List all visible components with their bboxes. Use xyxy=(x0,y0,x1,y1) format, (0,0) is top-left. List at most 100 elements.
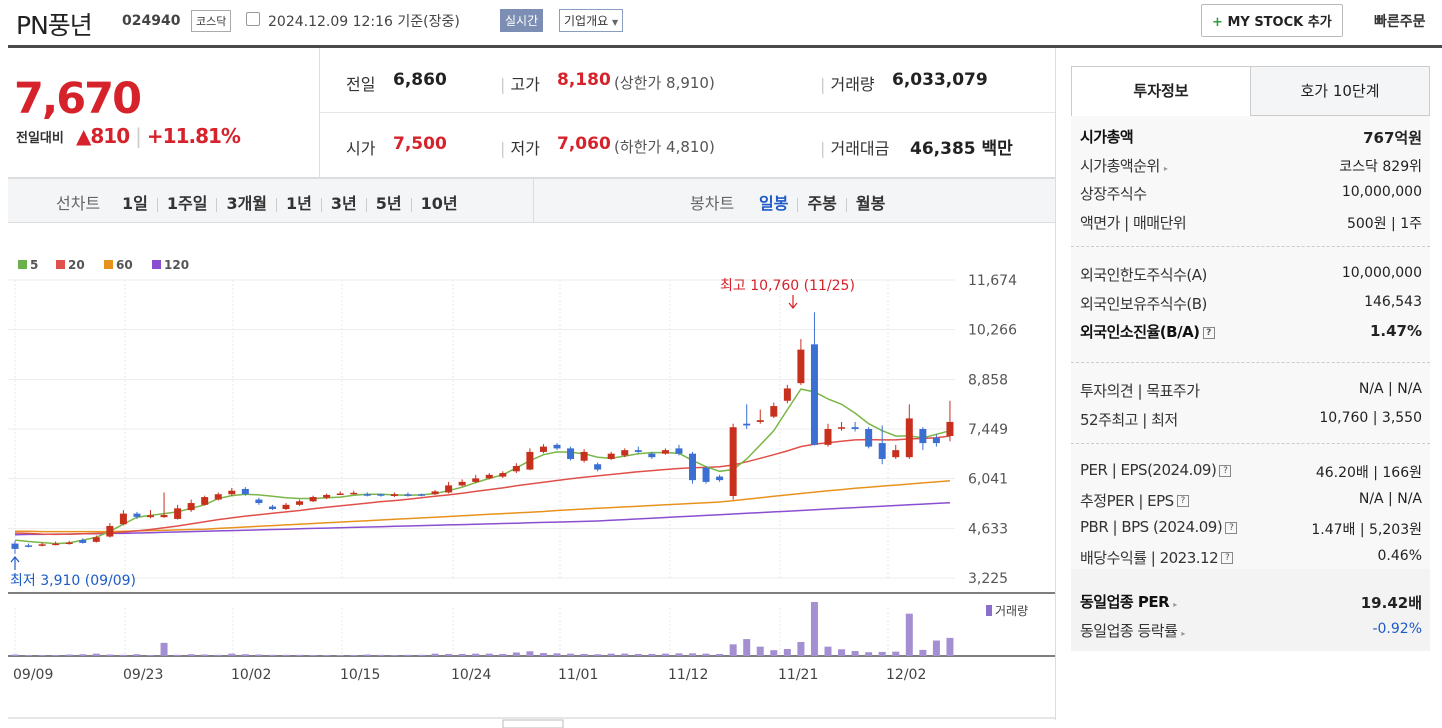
help-icon[interactable]: ? xyxy=(1221,552,1234,564)
volume-bar xyxy=(770,650,778,656)
help-icon[interactable]: ? xyxy=(1225,521,1238,534)
candle-tab[interactable]: 월봉 xyxy=(855,194,886,213)
x-tick-label: 11/21 xyxy=(778,667,818,683)
candle-body xyxy=(201,497,209,505)
high-value: 8,180 xyxy=(557,70,611,90)
chevron-right-icon[interactable]: ▸ xyxy=(1173,600,1177,609)
y-tick-label: 10,266 xyxy=(968,323,1017,339)
info-label: 외국인보유주식수(B) xyxy=(1080,294,1207,313)
add-mystock-button[interactable]: + MY STOCK 추가 xyxy=(1201,4,1343,37)
candle-body xyxy=(905,418,913,458)
volume-bar xyxy=(336,655,344,656)
volume-bar xyxy=(309,655,317,656)
info-label: 동일업종 PER ▸ xyxy=(1080,593,1177,611)
max-price-label: 최고 10,760 (11/25) xyxy=(720,278,855,294)
candle-body xyxy=(783,388,791,401)
volume-bar xyxy=(255,654,263,656)
candle-tab[interactable]: 일봉 xyxy=(759,194,789,213)
ma-line-ma5 xyxy=(14,388,951,545)
volume-bar xyxy=(499,653,507,656)
period-tabs: 1일 1주일 3개월 1년 3년 5년 10년 xyxy=(122,190,458,214)
candle-body xyxy=(702,467,710,482)
candle-body xyxy=(716,476,724,481)
info-value: 10,000,000 xyxy=(1341,265,1422,281)
volume-bar xyxy=(607,653,615,656)
x-tick-label: 11/01 xyxy=(558,667,598,683)
period-tab[interactable]: 1년 xyxy=(286,194,312,213)
info-label: 동일업종 등락률 ▸ xyxy=(1080,621,1185,640)
volume-bar xyxy=(241,654,249,656)
candle-body xyxy=(79,540,87,543)
candle-body xyxy=(865,428,873,447)
candle-body xyxy=(390,494,398,496)
help-icon[interactable]: ? xyxy=(1202,326,1215,339)
volume-bar xyxy=(621,653,629,656)
prev-value: 6,860 xyxy=(393,70,447,90)
volume-bar xyxy=(553,653,561,656)
candle-body xyxy=(810,344,818,445)
period-tab[interactable]: 3개월 xyxy=(226,194,268,213)
candle-body xyxy=(824,428,832,445)
candle-body xyxy=(52,543,60,546)
quick-order-link[interactable]: 빠른주문 xyxy=(1374,14,1426,30)
candle-body xyxy=(404,494,412,496)
candle-body xyxy=(119,513,127,525)
info-label: 외국인소진율(B/A)? xyxy=(1080,321,1215,342)
period-tab[interactable]: 1일 xyxy=(122,194,148,213)
volume-bar xyxy=(390,655,398,656)
info-value: 10,760 | 3,550 xyxy=(1319,409,1422,426)
ma-line-ma120 xyxy=(14,501,951,536)
tab-invest-info[interactable]: 투자정보 xyxy=(1071,66,1251,116)
info-label: 배당수익률 | 2023.12? xyxy=(1080,547,1234,568)
y-tick-label: 7,449 xyxy=(968,422,1008,438)
invest-info-body: 시가총액 767억원 시가총액순위 ▸ 코스닥 829위 상장주식수 10,000,000 액… xyxy=(1071,116,1430,651)
volume-bar xyxy=(458,653,466,656)
period-tab[interactable]: 5년 xyxy=(375,194,402,213)
candle-body xyxy=(323,494,331,498)
ma-line-ma20 xyxy=(14,435,951,536)
legend-label: 5 xyxy=(30,258,38,272)
volume-bar xyxy=(133,654,141,656)
volume-bar xyxy=(580,653,588,656)
period-tab[interactable]: 3년 xyxy=(330,194,357,213)
tab-orderbook[interactable]: 호가 10단계 xyxy=(1250,66,1430,116)
candle-body xyxy=(539,446,547,452)
info-value: 1.47% xyxy=(1369,322,1422,340)
period-tab[interactable]: 1주일 xyxy=(166,194,208,213)
candle-body xyxy=(797,349,805,384)
candle-body xyxy=(255,499,263,504)
company-info-dropdown[interactable]: 기업개요 ▼ xyxy=(559,9,624,32)
volume-bar xyxy=(526,651,534,656)
amount-value: 46,385 백만 xyxy=(910,139,1013,159)
candle-body xyxy=(147,515,154,518)
realtime-button[interactable]: 실시간 xyxy=(500,9,544,32)
volume-bar xyxy=(594,654,602,656)
candle-body xyxy=(567,448,575,459)
chevron-right-icon[interactable]: ▸ xyxy=(1163,163,1168,173)
info-value: 767억원 xyxy=(1363,129,1422,147)
candle-body xyxy=(445,485,453,493)
candle-tab[interactable]: 주봉 xyxy=(807,194,837,213)
volume-bar xyxy=(905,613,913,656)
volume-bar xyxy=(106,654,114,656)
volume-bar xyxy=(648,653,656,656)
volume-bar xyxy=(431,653,439,656)
period-tab[interactable]: 10년 xyxy=(420,194,458,213)
candle-body xyxy=(174,508,182,519)
candle-body xyxy=(363,494,371,496)
volume-bar xyxy=(878,651,886,656)
candle-body xyxy=(512,466,520,472)
volume-legend-swatch xyxy=(986,605,992,616)
chevron-right-icon[interactable]: ▸ xyxy=(1181,628,1185,638)
change-label: 전일대비 xyxy=(16,131,64,146)
candle-body xyxy=(743,423,751,426)
candle-body xyxy=(729,427,737,496)
price-chart[interactable]: 11,674 10,266 8,858 7,449 6,041 4,633 3,225 5 20… xyxy=(0,245,1055,728)
help-icon[interactable]: ? xyxy=(1219,464,1232,477)
legend-swatch xyxy=(104,260,113,269)
candle-body xyxy=(65,542,73,545)
help-icon[interactable]: ? xyxy=(1176,495,1189,507)
candle-body xyxy=(336,493,344,496)
legend-label: 120 xyxy=(164,258,189,272)
up-arrow-icon xyxy=(10,556,20,570)
